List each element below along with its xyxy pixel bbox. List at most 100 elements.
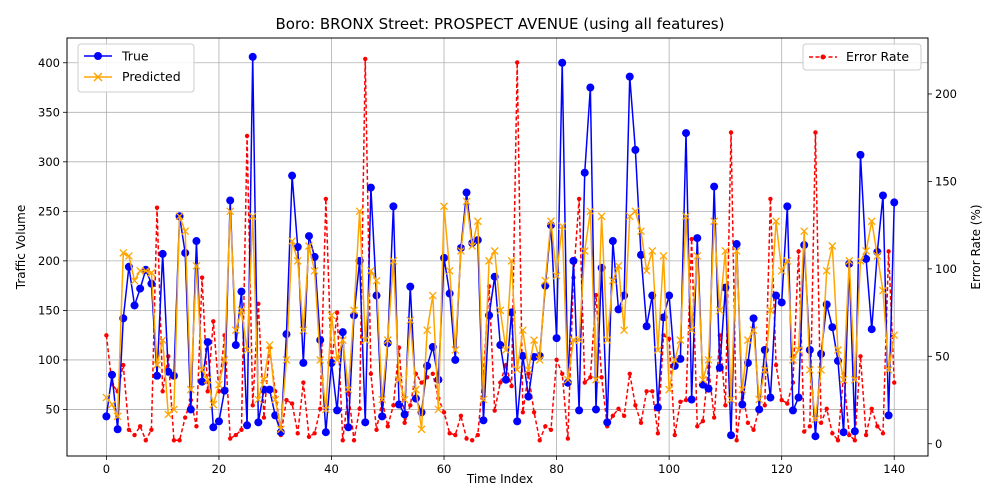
error-rate-point	[807, 424, 813, 429]
predicted-point	[698, 375, 707, 384]
predicted-point	[400, 395, 409, 404]
true-point	[563, 378, 572, 387]
predicted-point	[749, 326, 758, 335]
error-rate-point	[154, 205, 160, 210]
x-tick-label: 20	[212, 462, 227, 476]
error-rate-point	[863, 432, 869, 438]
error-rate-point	[323, 196, 329, 202]
predicted-point	[119, 248, 128, 257]
predicted-point	[592, 375, 600, 384]
predicted-point	[186, 385, 195, 394]
legend-true-label: True	[121, 49, 149, 64]
predicted-point	[676, 336, 685, 345]
predicted-point	[513, 365, 522, 374]
error-rate-point	[593, 292, 599, 298]
true-point	[513, 417, 522, 426]
true-point	[693, 234, 702, 243]
error-rate-point	[334, 310, 340, 315]
predicted-point	[254, 395, 263, 404]
predicted-point	[552, 271, 561, 280]
true-point	[783, 202, 792, 211]
error-rate-point	[762, 403, 768, 408]
predicted-point	[603, 336, 612, 345]
error-rate-point	[441, 410, 447, 415]
true-point	[192, 237, 201, 246]
error-rate-point	[121, 362, 126, 368]
true-point	[727, 431, 736, 440]
predicted-point	[338, 336, 347, 345]
predicted-point	[327, 311, 336, 320]
y2-tick-label: 200	[935, 87, 957, 101]
predicted-point	[732, 247, 741, 255]
predicted-point	[366, 266, 375, 275]
predicted-point	[597, 212, 606, 221]
predicted-point	[743, 336, 752, 345]
predicted-point	[136, 266, 145, 275]
error-rate-point	[149, 427, 154, 432]
predicted-point	[299, 326, 308, 335]
true-point	[642, 322, 651, 331]
predicted-point	[507, 256, 516, 265]
error-rate-point	[475, 432, 481, 438]
true-point	[524, 392, 533, 401]
true-point	[856, 150, 865, 159]
true-point	[710, 182, 719, 191]
predicted-point	[850, 375, 859, 384]
error-rate-point	[211, 319, 216, 324]
predicted-point	[800, 227, 809, 236]
plot-frame	[66, 37, 929, 457]
predicted-point	[822, 266, 831, 275]
y-axis-label: Traffic Volume	[14, 205, 28, 291]
true-point	[209, 423, 218, 432]
true-point	[586, 83, 595, 92]
error-rate-point	[554, 357, 559, 363]
error-rate-point	[233, 432, 239, 438]
error-rate-point	[171, 438, 177, 443]
predicted-point	[670, 355, 679, 364]
true-point	[400, 410, 409, 419]
predicted-point	[485, 256, 494, 265]
predicted-point	[518, 326, 527, 335]
error-rate-point	[408, 403, 413, 408]
predicted-point	[879, 286, 887, 295]
error-rate-point	[543, 424, 548, 429]
predicted-point	[535, 355, 544, 364]
true-point	[805, 346, 814, 355]
predicted-point	[305, 242, 313, 250]
predicted-point	[766, 306, 775, 315]
predicted-point	[417, 425, 426, 434]
predicted-point	[440, 202, 448, 211]
predicted-point	[321, 405, 330, 414]
true-point	[169, 371, 178, 380]
true-point	[130, 301, 139, 310]
predicted-point	[192, 261, 201, 270]
true-point	[665, 291, 674, 300]
predicted-point	[333, 355, 342, 364]
true-point	[653, 403, 662, 412]
true-point	[237, 287, 246, 296]
error-rate-point	[357, 406, 362, 411]
true-point	[811, 432, 820, 441]
predicted-point	[682, 212, 690, 221]
predicted-point	[456, 247, 465, 255]
error-rate-point	[199, 275, 205, 280]
predicted-point	[580, 247, 589, 255]
error-rate-point	[700, 418, 706, 424]
error-rate-point	[610, 413, 616, 418]
predicted-point	[665, 385, 674, 394]
true-point	[378, 412, 387, 421]
error-rate-point	[284, 397, 289, 403]
predicted-point	[451, 346, 460, 354]
predicted-point	[113, 412, 122, 421]
error-rate-point	[582, 380, 587, 385]
true-point	[580, 168, 589, 177]
error-rate-point	[638, 420, 644, 425]
predicted-point	[226, 207, 235, 216]
true-point	[614, 305, 623, 314]
error-rate-point	[419, 380, 424, 385]
error-rate-point	[374, 427, 379, 432]
predicted-point	[727, 395, 735, 404]
y-tick-label: 250	[38, 204, 60, 218]
true-point	[293, 243, 302, 251]
predicted-point	[772, 217, 781, 226]
